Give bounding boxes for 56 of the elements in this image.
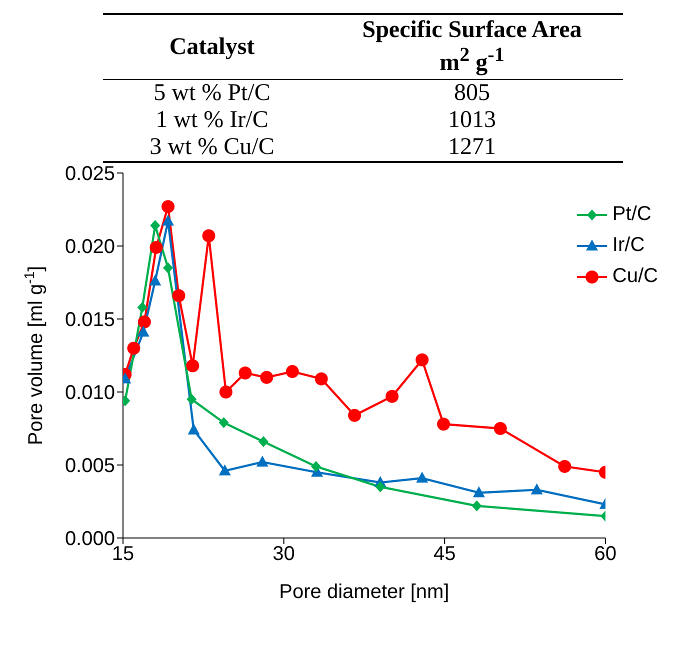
x-axis-title: Pore diameter [nm] [279, 581, 450, 603]
point [256, 456, 268, 467]
point [314, 372, 328, 386]
point [149, 274, 162, 286]
point [375, 481, 386, 492]
data-label: 1271 [447, 134, 497, 162]
legend-label: Pt/C [612, 203, 652, 226]
text: Catalyst [169, 34, 255, 60]
point [137, 302, 148, 313]
category-label: 5 wt % Pt/C [152, 80, 272, 107]
point [218, 417, 229, 428]
point [260, 370, 274, 384]
point [219, 386, 232, 398]
point [494, 422, 507, 435]
point [530, 483, 543, 494]
point [238, 366, 252, 380]
point [416, 353, 429, 366]
point [162, 200, 175, 214]
point [137, 326, 150, 337]
category-label: 3 wt % Cu/C [148, 134, 276, 162]
point [138, 315, 151, 328]
x-tick-label: 45 [433, 543, 456, 566]
legend-label: Ir/C [612, 234, 645, 257]
point [127, 342, 140, 355]
point [386, 390, 399, 403]
point [150, 220, 160, 232]
point [286, 365, 299, 378]
point [186, 359, 200, 372]
x-tick-label: 60 [594, 543, 617, 566]
data-label: 805 [453, 80, 491, 107]
point [202, 229, 216, 242]
legend-label: Cu/C [612, 265, 658, 288]
point [416, 472, 428, 483]
y-tick-label: 0.015 [64, 309, 115, 332]
point [150, 240, 163, 254]
point [218, 464, 231, 476]
point [188, 423, 200, 434]
point [310, 460, 321, 472]
text: Specific Surface Area m$^{2}$ g$^{-1}$ [362, 17, 582, 76]
point [258, 436, 268, 448]
point [172, 289, 186, 302]
point [472, 500, 482, 512]
point [162, 214, 174, 226]
y-tick-label: 0.010 [64, 382, 115, 404]
y-tick-label: 0.020 [64, 236, 115, 258]
data-label: 1013 [447, 107, 497, 134]
point [186, 394, 197, 405]
x-tick-label: 30 [272, 543, 295, 566]
point [558, 460, 572, 473]
category-label: 1 wt % Ir/C [154, 107, 270, 134]
point [163, 262, 174, 274]
point [348, 408, 362, 422]
point [437, 418, 450, 431]
point [472, 486, 485, 498]
y-tick-label: 0.005 [64, 455, 115, 478]
y-tick-label: 0.025 [64, 163, 115, 186]
